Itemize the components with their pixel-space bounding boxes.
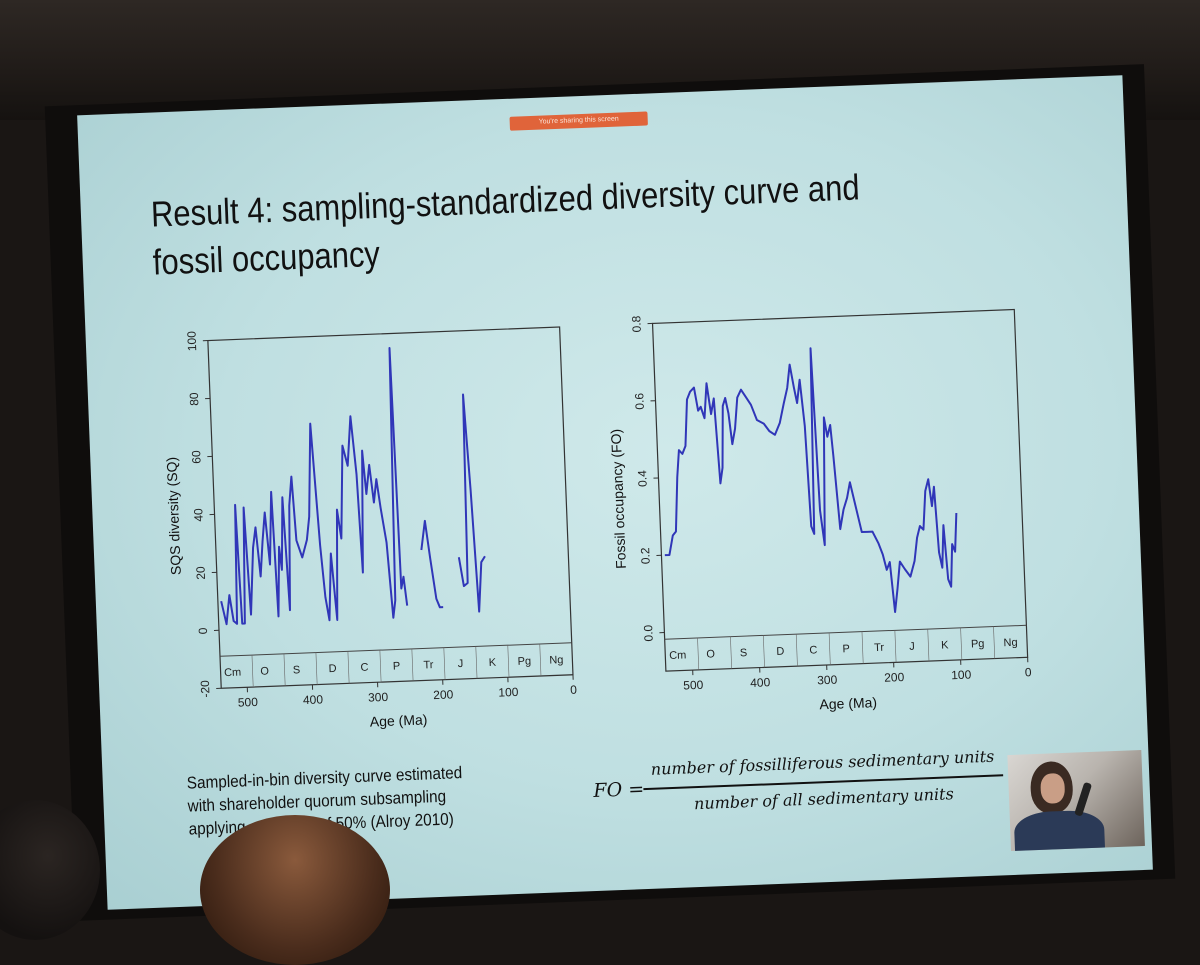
period-band-divider — [665, 625, 1027, 639]
chart-svg: Cm O S D C P Tr J K Pg Ng 500 400 300 200 100 0 0.0 0.2 0.4… — [590, 299, 1036, 735]
period-boundary — [348, 651, 349, 683]
period-label: C — [360, 662, 368, 674]
x-tick-label: 100 — [951, 667, 972, 682]
slide-title: Result 4: sampling-standardized diversit… — [150, 162, 910, 287]
presentation-slide: You're sharing this screen Result 4: sam… — [77, 75, 1153, 910]
fo-formula: FO = number of fossilliferous sedimentar… — [592, 745, 1034, 832]
plot-frame — [653, 310, 1028, 672]
y-tick-label: 80 — [187, 392, 202, 406]
period-label: Ng — [1003, 637, 1018, 650]
period-boundary — [961, 628, 962, 660]
screen-share-banner[interactable]: You're sharing this screen — [509, 111, 647, 130]
period-label: Pg — [517, 655, 531, 668]
x-tick-label: 300 — [817, 673, 838, 688]
x-axis-label: Age (Ma) — [370, 711, 428, 729]
period-label: K — [489, 657, 497, 669]
formula-numerator: number of fossilliferous sedimentary uni… — [642, 746, 1002, 779]
period-boundary — [698, 638, 699, 670]
sqs-diversity-chart: Cm O S D C P Tr J K Pg Ng 500 400 300 200 100 0 -20 0 20 40 6… — [146, 317, 582, 753]
x-tick-label: 400 — [303, 692, 324, 707]
x-tick-label: 500 — [238, 695, 259, 710]
y-axis-label: Fossil occupancy (FO) — [608, 429, 629, 570]
period-boundary — [316, 653, 317, 685]
y-tick-label: 0.8 — [629, 315, 644, 333]
microphone-icon — [1074, 782, 1092, 817]
y-tick-label: -20 — [198, 680, 213, 698]
period-boundary — [895, 630, 896, 662]
x-tick-label: 100 — [498, 685, 519, 700]
period-boundary — [862, 632, 863, 664]
period-label: C — [809, 644, 817, 656]
period-label: S — [293, 664, 301, 676]
period-boundary — [508, 645, 509, 677]
y-tick-label: 0.2 — [638, 547, 653, 565]
period-label: D — [776, 646, 784, 658]
series-line — [657, 343, 960, 621]
x-tick-label: 400 — [750, 675, 771, 690]
period-boundary — [252, 655, 253, 687]
speaker-shoulders — [1014, 809, 1106, 851]
period-label: Tr — [423, 659, 434, 671]
period-label: Cm — [224, 666, 242, 679]
series-line — [212, 348, 408, 625]
x-tick-label: 0 — [1025, 665, 1033, 679]
period-label: P — [842, 643, 850, 655]
period-label: J — [909, 641, 915, 653]
period-label: Tr — [874, 642, 885, 654]
x-tick-label: 500 — [683, 678, 704, 693]
period-label: D — [328, 663, 336, 675]
period-boundary — [412, 649, 413, 681]
period-boundary — [380, 650, 381, 682]
y-axis-label: SQS diversity (SQ) — [163, 457, 184, 576]
period-band-divider — [220, 643, 572, 657]
speaker-webcam-thumbnail[interactable] — [1007, 750, 1145, 851]
period-label: Cm — [669, 649, 687, 662]
period-label: S — [740, 647, 748, 659]
period-boundary — [284, 654, 285, 686]
x-tick-label: 200 — [884, 670, 905, 685]
y-tick-label: 100 — [184, 331, 199, 352]
x-axis-label: Age (Ma) — [819, 694, 877, 712]
x-tick-label: 300 — [368, 690, 389, 705]
period-boundary — [476, 646, 477, 678]
y-tick-label: 0.0 — [641, 624, 656, 642]
period-boundary — [829, 633, 830, 665]
series-line — [420, 520, 443, 608]
period-boundary — [540, 644, 541, 676]
period-label: P — [393, 660, 401, 672]
y-tick-label: 0 — [196, 627, 210, 635]
y-tick-label: 0.6 — [632, 392, 647, 410]
period-label: Ng — [549, 654, 564, 667]
y-tick-label: 40 — [191, 508, 206, 522]
formula-lhs: FO = — [593, 778, 645, 802]
period-boundary — [928, 629, 929, 661]
period-label: Pg — [971, 638, 985, 651]
y-tick-label: 60 — [189, 450, 204, 464]
audience-head — [200, 815, 390, 965]
x-tick-label: 200 — [433, 687, 454, 702]
period-boundary — [763, 635, 764, 667]
period-label: J — [457, 658, 463, 670]
y-tick-label: 0.4 — [635, 470, 650, 488]
y-tick-label: 20 — [194, 566, 209, 580]
series-line — [453, 394, 487, 612]
x-tick-label: 0 — [570, 683, 578, 697]
period-boundary — [796, 634, 797, 666]
period-boundary — [994, 627, 995, 659]
period-boundary — [730, 637, 731, 669]
period-boundary — [444, 648, 445, 680]
speaker-face — [1040, 773, 1065, 804]
chart-svg: Cm O S D C P Tr J K Pg Ng 500 400 300 200 100 0 -20 0 20 40 6… — [146, 317, 582, 753]
fossil-occupancy-chart: Cm O S D C P Tr J K Pg Ng 500 400 300 200 100 0 0.0 0.2 0.4… — [590, 299, 1036, 735]
period-label: O — [706, 648, 715, 660]
period-label: O — [260, 665, 269, 677]
period-label: K — [941, 639, 949, 651]
